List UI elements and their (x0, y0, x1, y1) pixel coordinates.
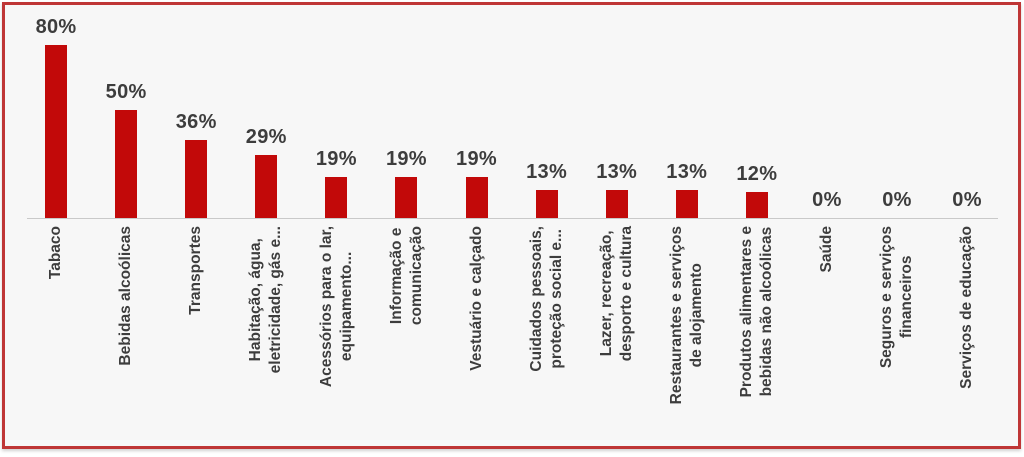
bar (675, 189, 698, 218)
bar-column: 29% (231, 4, 301, 219)
bar (395, 176, 418, 218)
x-axis-label-cell: Seguros e serviços financeiros (862, 226, 932, 446)
plot-area: 80% 50% 36% 29% 19% 19% 19% 13% 13% 13% 12% 0% 0% 0% (21, 5, 1002, 219)
x-axis-label: Produtos alimentares e bebidas não alcoó… (737, 226, 775, 398)
bar-column: 50% (91, 4, 161, 219)
bar-column: 13% (582, 4, 652, 219)
bar-column: 0% (862, 4, 932, 219)
bar-value-label: 13% (526, 160, 568, 183)
bar-column: 80% (21, 4, 91, 219)
bar-value-label: 0% (952, 189, 982, 211)
bar-column: 0% (792, 4, 862, 219)
x-axis-label-cell: Produtos alimentares e bebidas não alcoó… (722, 226, 792, 446)
bar-value-label: 0% (812, 189, 842, 211)
x-axis-label: Informação e comunicação (387, 226, 425, 326)
bar-column: 19% (301, 4, 371, 219)
x-axis-label: Habitação, água, eletricidade, gás e... (247, 226, 285, 374)
x-axis-labels: Tabaco Bebidas alcoólicas Transportes Habit… (21, 219, 1002, 446)
x-axis-line (27, 218, 998, 219)
x-axis-label: Seguros e serviços financeiros (878, 226, 915, 369)
x-axis-label-cell: Transportes (161, 226, 231, 446)
bar-value-label: 19% (456, 147, 497, 170)
bar-value-label: 13% (596, 160, 638, 183)
bar-value-label: 13% (666, 160, 708, 183)
bar-column: 19% (441, 4, 511, 219)
bar-column: 36% (161, 4, 231, 219)
bar-value-label: 36% (175, 111, 217, 134)
x-axis-label: Tabaco (47, 226, 65, 280)
chart-frame: 80% 50% 36% 29% 19% 19% 19% 13% 13% 13% 12% 0% 0% 0% … (2, 2, 1021, 449)
x-axis-label: Transportes (187, 226, 205, 315)
bar-value-label: 29% (245, 126, 287, 149)
bar-column: 13% (652, 4, 722, 219)
x-axis-label-cell: Saúde (792, 226, 862, 446)
x-axis-label-cell: Restaurantes e serviços de alojamento (652, 226, 722, 446)
bar-column: 13% (512, 4, 582, 219)
bar (325, 176, 348, 218)
bar-value-label: 0% (882, 189, 912, 211)
x-axis-label: Acessórios para o lar, equipamento... (317, 226, 355, 388)
bar (605, 189, 628, 218)
x-axis-label-cell: Cuidados pessoais, proteção social e... (512, 226, 582, 446)
x-axis-label: Vestuário e calçado (467, 226, 485, 371)
bar (745, 192, 768, 218)
bar (465, 176, 488, 218)
bar-column: 12% (722, 4, 792, 219)
x-axis-label: Serviços de educação (958, 226, 976, 389)
bar-column: 19% (371, 4, 441, 219)
bar (185, 140, 208, 218)
x-axis-label-cell: Habitação, água, eletricidade, gás e... (231, 226, 301, 446)
x-axis-label-cell: Serviços de educação (932, 226, 1002, 446)
bar-value-label: 50% (105, 81, 147, 103)
x-axis-label-cell: Vestuário e calçado (441, 226, 511, 446)
x-axis-label: Cuidados pessoais, proteção social e... (527, 226, 565, 372)
x-axis-label: Saúde (817, 226, 835, 273)
bar (255, 155, 278, 218)
x-axis-label: Restaurantes e serviços de alojamento (667, 226, 705, 405)
bar-column: 0% (932, 4, 1002, 219)
x-axis-label-cell: Acessórios para o lar, equipamento... (301, 226, 371, 446)
bar (535, 189, 558, 218)
bar-value-label: 19% (385, 147, 427, 170)
bar (45, 45, 68, 218)
bar-value-label: 80% (35, 16, 77, 39)
x-axis-label-cell: Lazer, recreação, desporto e cultura (582, 226, 652, 446)
bar (115, 110, 138, 218)
bar-value-label: 12% (736, 163, 778, 186)
bar-value-label: 19% (315, 147, 357, 170)
x-axis-label-cell: Informação e comunicação (371, 226, 441, 446)
x-axis-label: Bebidas alcoólicas (117, 226, 135, 366)
x-axis-label-cell: Tabaco (21, 226, 91, 446)
x-axis-label: Lazer, recreação, desporto e cultura (597, 226, 635, 362)
x-axis-label-cell: Bebidas alcoólicas (91, 226, 161, 446)
